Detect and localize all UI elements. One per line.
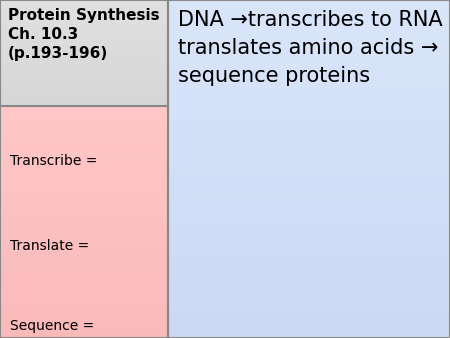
Text: Translate =: Translate =: [10, 239, 89, 253]
Bar: [168, 0, 450, 338]
Text: Transcribe =: Transcribe =: [10, 154, 97, 168]
Text: DNA →transcribes to RNA →
translates amino acids →
sequence proteins: DNA →transcribes to RNA → translates ami…: [178, 10, 450, 86]
Bar: [0, 0, 168, 338]
Text: Sequence =: Sequence =: [10, 319, 94, 333]
Text: Protein Synthesis
Ch. 10.3
(p.193-196): Protein Synthesis Ch. 10.3 (p.193-196): [8, 8, 160, 62]
